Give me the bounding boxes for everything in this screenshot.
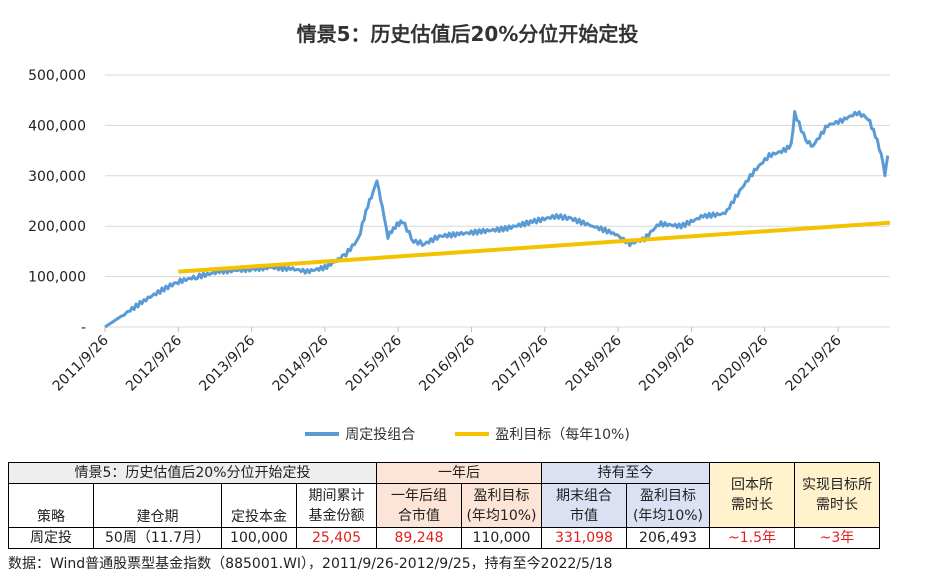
header-target-time: 实现目标所 需时长 xyxy=(794,462,880,528)
cell-payback-time: ~1.5年 xyxy=(709,527,795,549)
legend: 周定投组合 盈利目标（每年10%) xyxy=(0,424,935,444)
cell-profit-target-1: 110,000 xyxy=(461,527,542,549)
x-tick-label: 2011/9/26 xyxy=(50,332,112,394)
x-tick-label: 2017/9/26 xyxy=(490,332,552,394)
x-tick-label: 2013/9/26 xyxy=(196,332,258,394)
cell-profit-target-2: 206,493 xyxy=(626,527,710,549)
y-tick-label: 300,000 xyxy=(28,169,86,185)
header-mv-after-one-year: 一年后组 合市值 xyxy=(376,483,462,528)
line-chart: 500,000 400,000 300,000 200,000 100,000 - 201… xyxy=(28,68,891,395)
table-title: 情景5：历史估值后20%分位开始定投 xyxy=(8,462,377,484)
header-cum-shares: 期间累计 基金份额 xyxy=(296,483,377,528)
cell-cum-shares: 25,405 xyxy=(296,527,377,549)
header-profit-target-1: 盈利目标 (年均10%) xyxy=(461,483,542,528)
series-line-portfolio xyxy=(104,110,890,329)
series-line-target xyxy=(178,220,891,274)
header-profit-target-2: 盈利目标 (年均10%) xyxy=(626,483,710,528)
cell-build-period: 50周（11.7月） xyxy=(93,527,222,549)
y-axis-ticks: 500,000 400,000 300,000 200,000 100,000 - xyxy=(28,68,86,336)
header-strategy: 策略 xyxy=(8,483,94,528)
x-tick-label: 2016/9/26 xyxy=(416,332,478,394)
x-tick-label: 2019/9/26 xyxy=(636,332,698,394)
summary-table: 情景5：历史估值后20%分位开始定投 一年后 持有至今 回本所 需时长 实现目标… xyxy=(8,462,880,549)
x-tick-label: 2020/9/26 xyxy=(709,332,771,394)
x-axis-ticks: 2011/9/26 2012/9/26 2013/9/26 2014/9/26 2015… xyxy=(50,332,845,394)
x-tick-label: 2014/9/26 xyxy=(270,332,332,394)
header-payback-time: 回本所 需时长 xyxy=(709,462,795,528)
x-tick-label: 2015/9/26 xyxy=(343,332,405,394)
cell-mv-after-one-year: 89,248 xyxy=(376,527,462,549)
y-tick-label: 400,000 xyxy=(28,118,86,134)
header-final-mv: 期末组合 市值 xyxy=(541,483,627,528)
source-note: 数据：Wind普通股票型基金指数（885001.WI），2011/9/26-20… xyxy=(8,556,613,572)
y-tick-label: 500,000 xyxy=(28,68,86,84)
legend-label-target: 盈利目标（每年10%) xyxy=(495,427,630,443)
chart-title: 情景5：历史估值后20%分位开始定投 xyxy=(296,22,639,46)
header-hold-until-now: 持有至今 xyxy=(541,462,710,484)
y-tick-label: 200,000 xyxy=(28,219,86,235)
cell-principal: 100,000 xyxy=(221,527,297,549)
legend-swatch-portfolio xyxy=(305,432,340,436)
legend-swatch-target xyxy=(455,432,490,436)
cell-strategy: 周定投 xyxy=(8,527,94,549)
series-lines xyxy=(104,110,891,329)
cell-final-mv: 331,098 xyxy=(541,527,627,549)
x-tick-label: 2012/9/26 xyxy=(123,332,185,394)
header-build-period: 建仓期 xyxy=(93,483,222,528)
x-tick-label: 2021/9/26 xyxy=(783,332,845,394)
legend-item-portfolio: 周定投组合 xyxy=(305,424,415,444)
x-tick-label: 2018/9/26 xyxy=(563,332,625,394)
y-tick-label: 100,000 xyxy=(28,270,86,286)
header-principal: 定投本金 xyxy=(221,483,297,528)
legend-item-target: 盈利目标（每年10%) xyxy=(455,424,630,444)
y-tick-label: - xyxy=(81,320,86,336)
cell-target-time: ~3年 xyxy=(794,527,880,549)
legend-label-portfolio: 周定投组合 xyxy=(345,427,416,443)
gridlines xyxy=(104,74,890,332)
header-one-year-after: 一年后 xyxy=(376,462,542,484)
